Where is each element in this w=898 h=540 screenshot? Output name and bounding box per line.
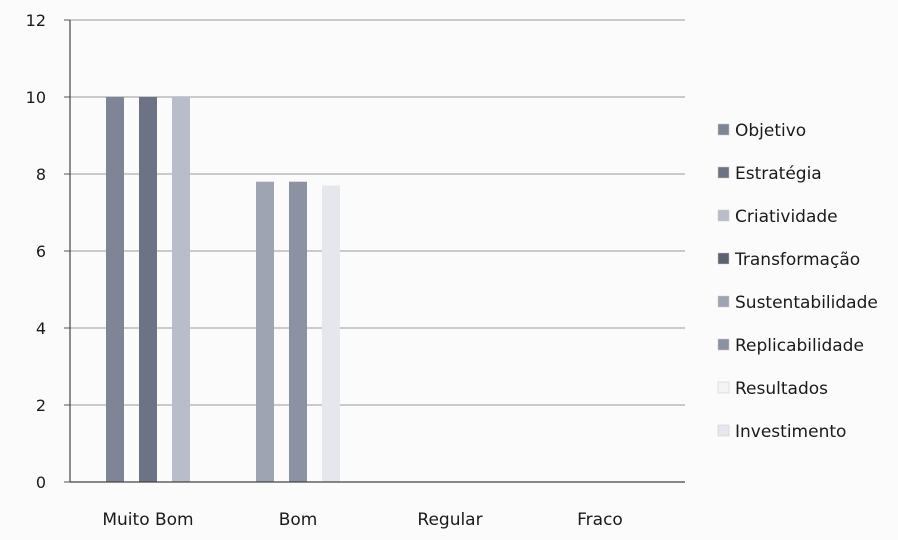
legend-label: Resultados <box>735 379 828 399</box>
legend-label: Transformação <box>734 250 860 270</box>
legend-swatch <box>717 424 730 437</box>
y-tick-label: 2 <box>36 396 46 415</box>
axes: 0 2 4 6 8 10 12 Muito Bom Bom Regular Fraco <box>26 11 685 530</box>
gridlines <box>70 19 685 406</box>
legend-swatch <box>717 338 730 351</box>
legend-label: Investimento <box>735 422 846 442</box>
y-tick-label: 4 <box>36 319 46 338</box>
bar-estratégia <box>139 97 157 482</box>
bar-investimento <box>322 185 340 483</box>
legend-swatch <box>717 123 730 136</box>
legend-label: Criatividade <box>735 207 838 227</box>
legend-swatch <box>717 295 730 308</box>
legend-swatch <box>717 381 730 394</box>
y-tick-label: 10 <box>26 88 46 107</box>
bar-sustentabilidade <box>256 181 274 482</box>
y-tick-label: 8 <box>36 165 46 184</box>
legend-swatch <box>717 252 730 265</box>
legend-swatch <box>717 209 730 222</box>
x-category-label: Fraco <box>577 510 623 530</box>
x-category-label: Muito Bom <box>102 510 193 530</box>
bar-replicabilidade <box>289 181 307 482</box>
legend-label: Objetivo <box>735 121 806 141</box>
legend-swatch <box>717 166 730 179</box>
y-tick-label: 6 <box>36 242 46 261</box>
x-category-label: Regular <box>417 510 482 530</box>
y-tick-label: 0 <box>36 473 46 492</box>
legend: Objetivo Estratégia Criatividade Transforma… <box>717 121 878 442</box>
legend-label: Sustentabilidade <box>735 293 878 313</box>
bars <box>106 97 340 483</box>
y-tick-label: 12 <box>26 11 46 30</box>
x-category-label: Bom <box>279 510 318 530</box>
legend-label: Replicabilidade <box>735 336 864 356</box>
legend-label: Estratégia <box>735 164 822 184</box>
bar-criatividade <box>172 97 190 482</box>
bar-objetivo <box>106 97 124 482</box>
